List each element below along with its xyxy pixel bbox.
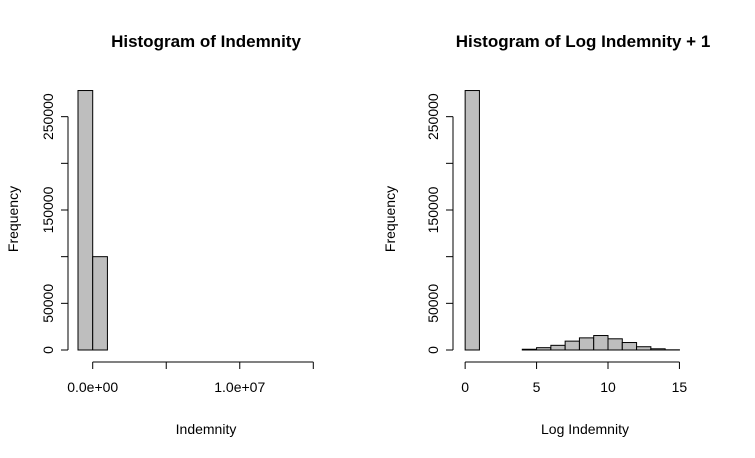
y-tick-label: 50000 [425,284,441,323]
y-axis-label: Frequency [382,186,398,252]
histogram-bar [564,340,580,351]
y-tick-label: 150000 [425,186,441,233]
x-tick-label: 1.0e+07 [214,379,265,395]
y-tick-label: 50000 [40,284,56,323]
histogram-bar [92,256,108,351]
chart-title: Histogram of Log Indemnity + 1 [456,32,711,51]
x-tick-label: 10 [600,379,616,395]
histogram-bar [621,342,638,351]
histogram-bar [593,335,609,351]
x-tick-label: 0 [461,379,469,395]
y-tick-label: 0 [40,346,56,354]
axes: 0 5 10 15 0 50000 150000 250000 [425,93,687,395]
indemnity-histogram-panel: Histogram of Indemnity Indemnity Frequen… [5,32,314,437]
y-tick-label: 0 [425,346,441,354]
histogram-bar [650,348,666,351]
x-axis-label: Log Indemnity [541,421,629,437]
chart-title: Histogram of Indemnity [111,32,301,51]
log-indemnity-histogram-panel: Histogram of Log Indemnity + 1 Log Indem… [382,32,710,437]
histogram-bar [536,347,552,351]
histogram-bar [607,338,623,351]
axes: 0.0e+00 1.0e+07 0 50000 150000 250000 [40,93,314,395]
x-tick-label: 15 [672,379,688,395]
histogram-bar [521,348,538,351]
x-axis-label: Indemnity [176,421,237,437]
bars [77,90,108,351]
y-tick-label: 250000 [425,93,441,140]
x-tick-label: 0.0e+00 [67,379,118,395]
histogram-bar [636,346,652,351]
histogram-bar [550,344,566,351]
histogram-bar [77,90,94,351]
bars [464,90,680,351]
y-axis-label: Frequency [5,186,21,252]
x-tick-label: 5 [533,379,541,395]
histogram-bar [464,90,480,351]
y-tick-label: 250000 [40,93,56,140]
histogram-bar [578,337,595,351]
y-tick-label: 150000 [40,186,56,233]
